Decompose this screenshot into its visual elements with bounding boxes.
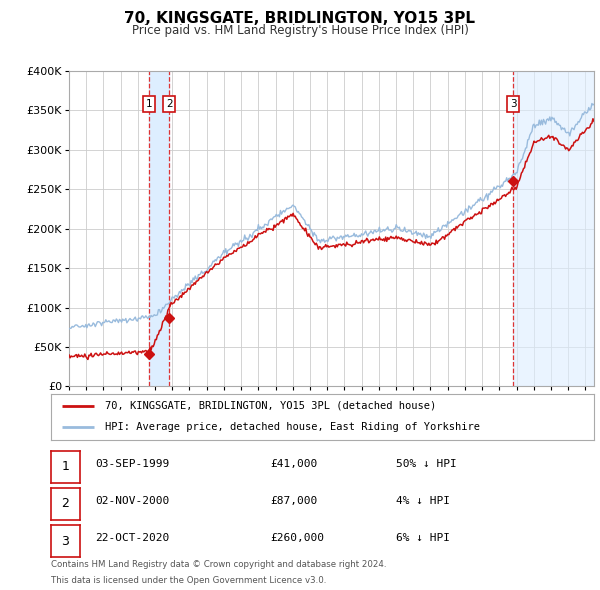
Text: £260,000: £260,000 (270, 533, 324, 543)
Text: 70, KINGSGATE, BRIDLINGTON, YO15 3PL (detached house): 70, KINGSGATE, BRIDLINGTON, YO15 3PL (de… (106, 401, 437, 411)
Text: 1: 1 (61, 460, 70, 473)
Text: £41,000: £41,000 (270, 459, 317, 469)
Text: 22-OCT-2020: 22-OCT-2020 (95, 533, 169, 543)
Text: 3: 3 (510, 99, 517, 109)
Text: £87,000: £87,000 (270, 496, 317, 506)
Bar (513, 71, 594, 386)
Text: 02-NOV-2000: 02-NOV-2000 (95, 496, 169, 506)
Text: 4% ↓ HPI: 4% ↓ HPI (396, 496, 450, 506)
Text: 2: 2 (61, 497, 70, 510)
Text: 50% ↓ HPI: 50% ↓ HPI (396, 459, 457, 469)
Text: 6% ↓ HPI: 6% ↓ HPI (396, 533, 450, 543)
Text: Price paid vs. HM Land Registry's House Price Index (HPI): Price paid vs. HM Land Registry's House … (131, 24, 469, 37)
Text: 03-SEP-1999: 03-SEP-1999 (95, 459, 169, 469)
Text: 2: 2 (166, 99, 173, 109)
Text: This data is licensed under the Open Government Licence v3.0.: This data is licensed under the Open Gov… (51, 576, 326, 585)
Text: 70, KINGSGATE, BRIDLINGTON, YO15 3PL: 70, KINGSGATE, BRIDLINGTON, YO15 3PL (125, 11, 476, 25)
Text: 3: 3 (61, 535, 70, 548)
Text: 1: 1 (146, 99, 152, 109)
Text: Contains HM Land Registry data © Crown copyright and database right 2024.: Contains HM Land Registry data © Crown c… (51, 560, 386, 569)
Text: HPI: Average price, detached house, East Riding of Yorkshire: HPI: Average price, detached house, East… (106, 422, 481, 432)
Bar (149, 71, 169, 386)
